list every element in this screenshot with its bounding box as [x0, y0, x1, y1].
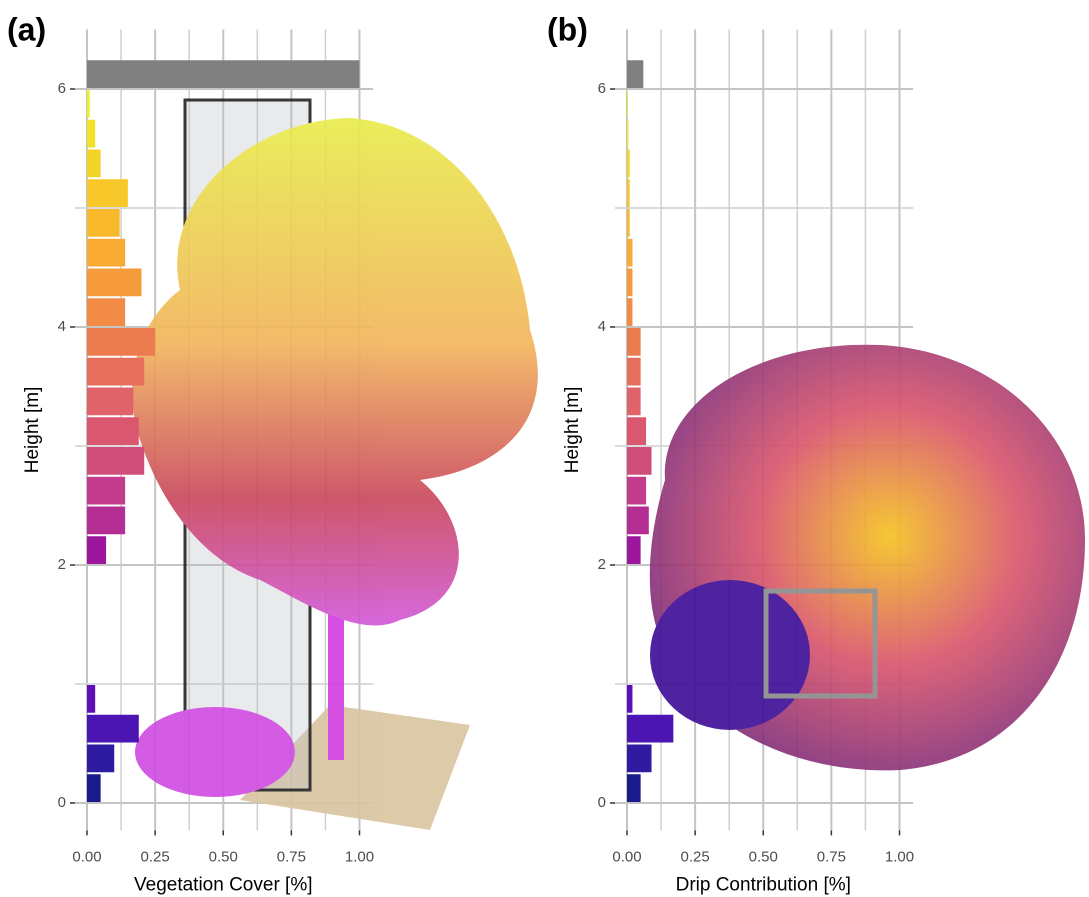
x-axis-title: Drip Contribution [%]	[676, 874, 851, 895]
panel-label: (a)	[7, 11, 46, 47]
x-tick-label: 0.00	[72, 848, 101, 865]
bar	[627, 179, 630, 207]
bar	[627, 90, 628, 118]
y-axis-title: Height [m]	[22, 387, 43, 474]
bar	[87, 298, 125, 326]
bar	[87, 536, 106, 564]
y-axis-title: Height [m]	[562, 387, 583, 474]
y-tick-label: 6	[598, 80, 606, 97]
x-tick-label: 0.75	[277, 848, 306, 865]
y-tick-label: 2	[58, 556, 66, 573]
x-tick-label: 0.25	[141, 848, 170, 865]
bar	[87, 60, 360, 88]
bar	[87, 150, 101, 178]
x-tick-label: 1.00	[345, 848, 374, 865]
bar	[87, 447, 144, 475]
shrub-top-view	[650, 580, 810, 730]
x-axis-title: Vegetation Cover [%]	[134, 874, 313, 895]
bar	[627, 358, 641, 386]
bar	[87, 685, 95, 713]
bar	[627, 298, 632, 326]
bar	[627, 715, 673, 743]
bar	[627, 269, 632, 297]
bar	[87, 774, 101, 802]
bar	[627, 120, 628, 148]
illustration	[132, 100, 1085, 830]
bar	[87, 328, 155, 356]
figure: 0 2 4 6 0.00 0.25 0.50 0.75 1.00 Vegetation Cover…	[0, 0, 1089, 897]
x-tick-label: 0.50	[749, 848, 778, 865]
bar	[87, 209, 120, 237]
bar	[87, 417, 139, 445]
bar	[627, 239, 632, 267]
bar	[627, 417, 646, 445]
y-tick-label: 4	[598, 318, 606, 335]
bar	[87, 269, 142, 297]
bar	[87, 745, 114, 773]
x-tick-label: 0.00	[612, 848, 641, 865]
y-tick-label: 0	[598, 794, 606, 811]
bar	[627, 328, 641, 356]
y-tick-label: 0	[58, 794, 66, 811]
bar	[87, 388, 133, 416]
bar	[627, 209, 630, 237]
bar	[87, 239, 125, 267]
bar	[627, 388, 641, 416]
x-tick-label: 1.00	[885, 848, 914, 865]
bar	[87, 715, 139, 743]
bar	[87, 477, 125, 505]
bar	[627, 774, 641, 802]
bar	[627, 150, 630, 178]
x-tick-label: 0.75	[817, 848, 846, 865]
bar	[87, 358, 144, 386]
bar	[87, 507, 125, 535]
bar	[627, 536, 641, 564]
bar	[627, 447, 652, 475]
y-tick-label: 6	[58, 80, 66, 97]
x-tick-label: 0.50	[209, 848, 238, 865]
bar	[627, 60, 643, 88]
panel-label: (b)	[547, 11, 588, 47]
x-tick-label: 0.25	[681, 848, 710, 865]
bar	[627, 477, 646, 505]
bar	[87, 179, 128, 207]
bar	[87, 90, 90, 118]
bar	[87, 120, 95, 148]
shrub	[135, 707, 295, 797]
bar	[627, 745, 652, 773]
bar	[627, 685, 632, 713]
y-tick-label: 4	[58, 318, 66, 335]
y-tick-label: 2	[598, 556, 606, 573]
bar	[627, 507, 649, 535]
